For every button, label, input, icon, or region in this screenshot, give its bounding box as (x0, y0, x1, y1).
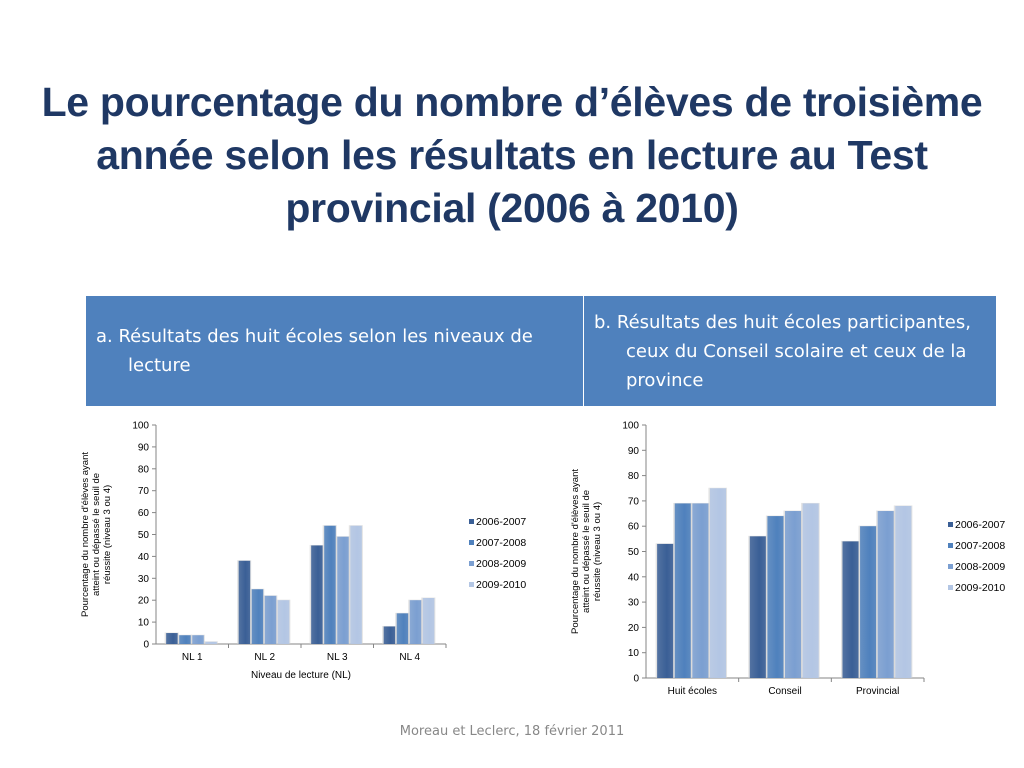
bar-2009-2010-nl-3 (350, 525, 362, 644)
bar-2006-2007-nl-4 (383, 626, 396, 644)
y-axis-label: Pourcentage du nombre d'élèves ayantatte… (80, 452, 113, 617)
legend-label: 2006-2007 (955, 519, 1005, 531)
y-tick-label: 0 (143, 640, 149, 651)
y-tick-label: 30 (628, 598, 640, 609)
slide-title: Le pourcentage du nombre d’élèves de tro… (41, 79, 983, 231)
y-tick-label: 50 (138, 530, 150, 541)
bar-2008-2009-nl-4 (409, 600, 422, 644)
x-tick-label: NL 4 (399, 652, 420, 663)
y-tick-label: 80 (628, 471, 640, 482)
y-tick-label: 70 (138, 486, 150, 497)
legend-label: 2009-2010 (476, 579, 526, 591)
x-tick-label: Conseil (768, 686, 801, 697)
bar-2008-2009-conseil (785, 511, 802, 678)
bar-2007-2008-nl-2 (251, 589, 264, 644)
bar-2007-2008-nl-3 (324, 525, 336, 644)
legend-label: 2008-2009 (476, 558, 526, 570)
legend-swatch (948, 522, 953, 527)
bar-2007-2008-nl-4 (396, 613, 409, 644)
bar-2009-2010-nl-1 (205, 641, 217, 644)
y-tick-label: 100 (132, 421, 149, 432)
y-tick-label: 40 (138, 552, 150, 563)
y-tick-label: 50 (628, 547, 640, 558)
y-tick-label: 70 (628, 496, 640, 507)
y-tick-label: 90 (628, 446, 640, 457)
chart-schools-comparison: Pourcentage du nombre d'élèves ayantatte… (568, 412, 1018, 712)
x-tick-label: Provincial (856, 686, 899, 697)
chart-reading-levels: Pourcentage du nombre d'élèves ayantatte… (80, 412, 550, 692)
legend-swatch (948, 585, 953, 590)
legend-label: 2007-2008 (955, 540, 1005, 552)
x-tick-label: NL 2 (254, 652, 275, 663)
y-tick-label: 80 (138, 464, 150, 475)
bar-2006-2007-nl-1 (166, 633, 178, 644)
y-tick-label: 100 (622, 421, 639, 432)
bar-2008-2009-nl-2 (264, 595, 277, 644)
bar-2006-2007-provincial (842, 541, 859, 678)
footer-citation: Moreau et Leclerc, 18 février 2011 (399, 724, 625, 739)
chart-svg: Pourcentage du nombre d'élèves ayantatte… (570, 421, 1005, 698)
bar-2008-2009-huit-écoles (692, 503, 709, 678)
bar-2007-2008-conseil (767, 516, 784, 678)
x-tick-label: Huit écoles (668, 686, 717, 697)
section-header-table: a. Résultats des huit écoles selon les n… (86, 296, 996, 406)
legend-swatch (469, 540, 474, 545)
legend-label: 2006-2007 (476, 516, 526, 528)
legend-label: 2009-2010 (955, 582, 1005, 594)
y-tick-label: 10 (138, 618, 150, 629)
y-tick-label: 30 (138, 574, 150, 585)
bar-2008-2009-nl-1 (192, 635, 204, 644)
y-axis-label: Pourcentage du nombre d'élèves ayantatte… (570, 469, 603, 634)
y-tick-label: 60 (138, 508, 150, 519)
bar-2009-2010-huit-écoles (709, 488, 727, 678)
header-cell-b: b. Résultats des huit écoles participant… (584, 296, 996, 406)
y-tick-label: 40 (628, 572, 640, 583)
bar-2009-2010-provincial (895, 505, 912, 678)
bar-2008-2009-nl-3 (337, 536, 349, 644)
bar-2009-2010-nl-4 (422, 598, 435, 644)
y-tick-label: 20 (138, 596, 150, 607)
bar-2007-2008-nl-1 (179, 635, 191, 644)
legend-swatch (469, 561, 474, 566)
header-cell-a: a. Résultats des huit écoles selon les n… (86, 296, 584, 406)
legend-label: 2007-2008 (476, 537, 526, 549)
bar-2008-2009-provincial (877, 511, 894, 678)
y-tick-label: 60 (628, 522, 640, 533)
bar-2007-2008-provincial (860, 526, 877, 678)
legend-swatch (948, 543, 953, 548)
bar-2006-2007-huit-écoles (657, 543, 674, 678)
x-axis-label: Niveau de lecture (NL) (251, 670, 351, 681)
bar-2006-2007-nl-2 (238, 560, 251, 644)
y-tick-label: 20 (628, 623, 640, 634)
bar-2006-2007-conseil (749, 536, 766, 678)
legend-swatch (948, 564, 953, 569)
x-tick-label: NL 3 (327, 652, 348, 663)
header-a-text: a. Résultats des huit écoles selon les n… (96, 326, 533, 376)
legend-swatch (469, 519, 474, 524)
bar-2009-2010-nl-2 (277, 600, 290, 644)
y-tick-label: 0 (633, 674, 639, 685)
x-tick-label: NL 1 (182, 652, 203, 663)
bar-2006-2007-nl-3 (311, 545, 323, 644)
bar-2007-2008-huit-écoles (674, 503, 691, 678)
y-tick-label: 90 (138, 442, 150, 453)
header-b-text: b. Résultats des huit écoles participant… (594, 311, 971, 391)
y-tick-label: 10 (628, 648, 640, 659)
chart-svg: Pourcentage du nombre d'élèves ayantatte… (80, 421, 526, 682)
legend-swatch (469, 582, 474, 587)
legend-label: 2008-2009 (955, 561, 1005, 573)
bar-2009-2010-conseil (802, 503, 819, 678)
